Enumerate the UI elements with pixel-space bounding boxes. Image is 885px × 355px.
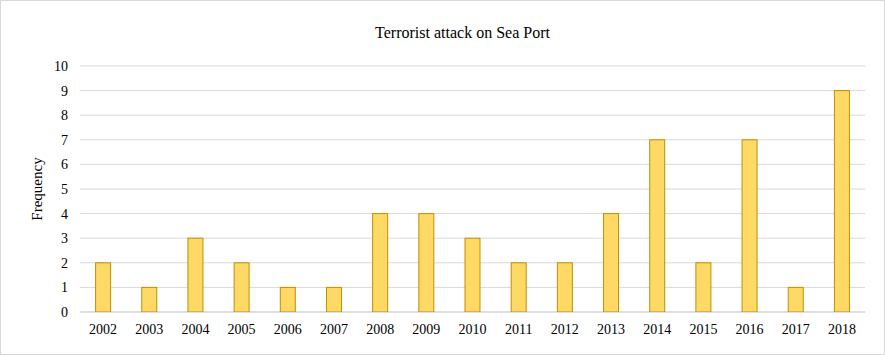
- x-tick-label: 2011: [505, 322, 532, 337]
- bar: [650, 140, 665, 312]
- x-tick-label: 2010: [459, 322, 487, 337]
- bar: [511, 263, 526, 312]
- x-tick-label: 2006: [274, 322, 302, 337]
- bar: [188, 238, 203, 312]
- x-tick-label: 2015: [689, 322, 717, 337]
- bar: [326, 287, 341, 312]
- y-tick-label: 1: [61, 280, 68, 295]
- chart-title: Terrorist attack on Sea Port: [375, 24, 550, 41]
- x-tick-label: 2007: [320, 322, 348, 337]
- y-tick-label: 5: [61, 182, 68, 197]
- bar: [557, 263, 572, 312]
- bar: [696, 263, 711, 312]
- bar: [373, 214, 388, 312]
- y-tick-label: 0: [61, 305, 68, 320]
- bar: [834, 91, 849, 312]
- x-tick-label: 2012: [551, 322, 579, 337]
- x-tick-label: 2014: [643, 322, 671, 337]
- bar: [419, 214, 434, 312]
- bars: [96, 91, 850, 312]
- y-tick-label: 7: [61, 133, 68, 148]
- x-tick-label: 2005: [228, 322, 256, 337]
- x-tick-label: 2013: [597, 322, 625, 337]
- bar: [742, 140, 757, 312]
- y-tick-label: 9: [61, 84, 68, 99]
- y-tick-label: 6: [61, 157, 68, 172]
- y-tick-label: 2: [61, 256, 68, 271]
- x-tick-label: 2002: [89, 322, 117, 337]
- x-tick-label: 2008: [366, 322, 394, 337]
- y-tick-label: 10: [54, 59, 68, 74]
- bar: [788, 287, 803, 312]
- grid-line: [80, 115, 865, 116]
- chart-svg: Terrorist attack on Sea Port Frequency 0 1 2…: [0, 0, 885, 355]
- y-tick-label: 4: [61, 207, 68, 222]
- x-tick-label: 2016: [736, 322, 764, 337]
- y-tick-label: 8: [61, 108, 68, 123]
- x-tick-label: 2017: [782, 322, 810, 337]
- bar: [465, 238, 480, 312]
- bar: [604, 214, 619, 312]
- grid-line: [80, 90, 865, 91]
- x-tick-label: 2004: [181, 322, 209, 337]
- chart-container: Terrorist attack on Sea Port Frequency 0 1 2…: [0, 0, 885, 355]
- bar: [234, 263, 249, 312]
- x-tick-label: 2009: [412, 322, 440, 337]
- bar: [280, 287, 295, 312]
- x-tick-label: 2018: [828, 322, 856, 337]
- x-tick-label: 2003: [135, 322, 163, 337]
- y-axis-label: Frequency: [29, 157, 45, 221]
- y-tick-label: 3: [61, 231, 68, 246]
- bar: [96, 263, 111, 312]
- bar: [142, 287, 157, 312]
- chart-frame: [1, 1, 885, 355]
- grid-line: [80, 66, 865, 67]
